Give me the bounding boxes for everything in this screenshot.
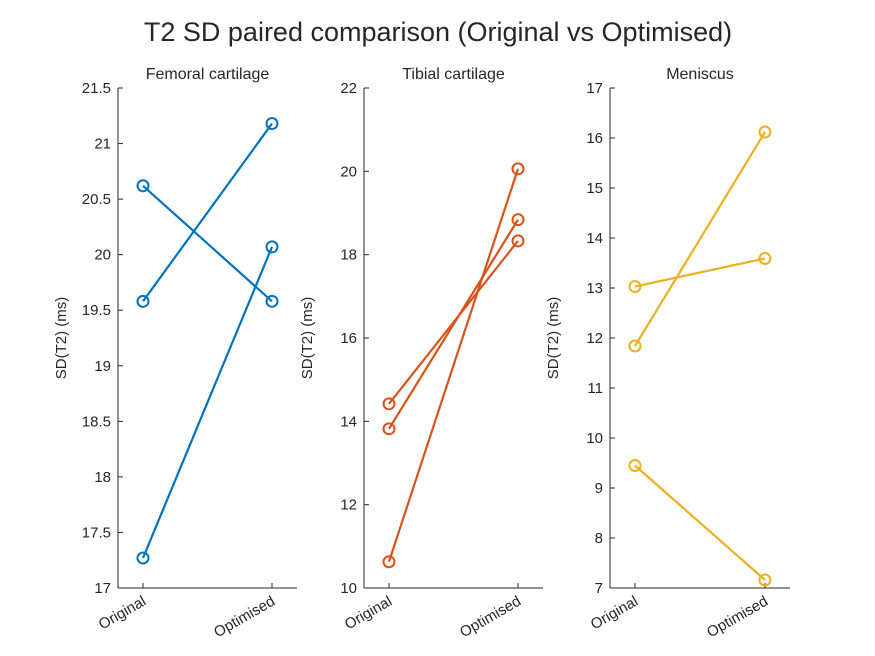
y-tick-label: 21 bbox=[94, 136, 111, 153]
subplot-1: Femoral cartilage 17 17.5 18 18.5 19 19.5 20 20.… bbox=[53, 66, 297, 641]
data-point-original bbox=[628, 280, 642, 293]
data-point-optimised bbox=[758, 573, 772, 587]
subplot-2: Tibial cartilage 10 12 14 16 18 20 22 SD(T2) (ms… bbox=[299, 66, 543, 641]
y-tick-label: 14 bbox=[586, 230, 603, 247]
series-line bbox=[634, 464, 766, 581]
figure-title: T2 SD paired comparison (Original vs Opt… bbox=[144, 17, 732, 47]
y-tick-label: 18 bbox=[340, 247, 357, 264]
y-tick-label: 21.5 bbox=[82, 80, 111, 97]
paired-series bbox=[136, 179, 279, 308]
data-point-optimised bbox=[758, 252, 772, 265]
data-point-original bbox=[136, 551, 150, 565]
subplot-3: Meniscus 7 8 9 10 11 12 13 14 15 16 17 SD(T2) (ms) Or… bbox=[545, 66, 790, 641]
y-tick-label: 9 bbox=[595, 480, 603, 497]
series-line bbox=[142, 122, 273, 302]
series-line bbox=[141, 246, 274, 559]
y-tick-label: 20 bbox=[340, 163, 357, 180]
x-tick-label-original: Original bbox=[342, 593, 395, 634]
y-tick-label: 17 bbox=[94, 580, 111, 597]
series-line bbox=[634, 131, 766, 347]
data-point-original bbox=[382, 397, 396, 411]
data-point-optimised bbox=[265, 240, 279, 254]
y-tick-label: 18.5 bbox=[82, 413, 111, 430]
x-tick-label-optimised: Optimised bbox=[457, 593, 524, 641]
x-tick-label-original: Original bbox=[588, 593, 641, 634]
paired-series bbox=[628, 125, 772, 353]
data-point-optimised bbox=[265, 294, 279, 308]
y-tick-label: 8 bbox=[595, 530, 603, 547]
y-tick-label: 15 bbox=[586, 180, 603, 197]
paired-series bbox=[382, 162, 525, 569]
data-point-optimised bbox=[511, 234, 525, 248]
y-tick-label: 19 bbox=[94, 358, 111, 375]
y-tick-label: 12 bbox=[340, 497, 357, 514]
subplot-title: Tibial cartilage bbox=[402, 66, 505, 83]
data-point-original bbox=[136, 294, 150, 308]
data-point-optimised bbox=[758, 125, 772, 139]
y-tick-label: 17 bbox=[586, 80, 603, 97]
y-tick-label: 19.5 bbox=[82, 302, 111, 319]
paired-series bbox=[382, 213, 525, 436]
subplots-container: Femoral cartilage 17 17.5 18 18.5 19 19.5 20 20.… bbox=[53, 66, 790, 641]
data-point-optimised bbox=[265, 117, 279, 131]
y-tick-label: 22 bbox=[340, 80, 357, 97]
y-axis-label: SD(T2) (ms) bbox=[53, 297, 70, 380]
series-line bbox=[388, 219, 519, 430]
y-tick-label: 17.5 bbox=[82, 524, 111, 541]
y-axis-label: SD(T2) (ms) bbox=[299, 297, 316, 380]
x-tick-label-optimised: Optimised bbox=[704, 593, 771, 641]
y-tick-label: 18 bbox=[94, 469, 111, 486]
y-axis-label: SD(T2) (ms) bbox=[545, 297, 562, 380]
data-point-original bbox=[628, 459, 642, 472]
paired-series bbox=[628, 459, 772, 587]
y-tick-label: 20 bbox=[94, 247, 111, 264]
y-tick-label: 13 bbox=[586, 280, 603, 297]
paired-series bbox=[136, 117, 279, 308]
paired-series bbox=[136, 240, 279, 565]
y-tick-label: 10 bbox=[340, 580, 357, 597]
data-point-optimised bbox=[511, 162, 525, 176]
data-point-original bbox=[136, 179, 150, 193]
data-point-optimised bbox=[511, 213, 525, 227]
series-line bbox=[387, 168, 520, 563]
data-point-original bbox=[382, 555, 396, 569]
y-tick-label: 7 bbox=[595, 580, 603, 597]
x-tick-label-optimised: Optimised bbox=[211, 593, 278, 641]
y-tick-label: 11 bbox=[587, 380, 603, 397]
paired-series bbox=[628, 252, 772, 293]
x-tick-label-original: Original bbox=[96, 593, 149, 634]
y-tick-label: 10 bbox=[586, 430, 603, 447]
y-tick-label: 16 bbox=[340, 330, 357, 347]
series-line bbox=[142, 184, 273, 303]
y-tick-label: 20.5 bbox=[82, 191, 111, 208]
y-tick-label: 12 bbox=[586, 330, 603, 347]
subplot-title: Meniscus bbox=[666, 66, 734, 83]
series-line bbox=[634, 257, 766, 288]
data-point-original bbox=[628, 339, 642, 353]
subplot-title: Femoral cartilage bbox=[146, 66, 270, 83]
y-tick-label: 14 bbox=[340, 413, 357, 430]
y-tick-label: 16 bbox=[586, 130, 603, 147]
data-point-original bbox=[382, 422, 396, 436]
